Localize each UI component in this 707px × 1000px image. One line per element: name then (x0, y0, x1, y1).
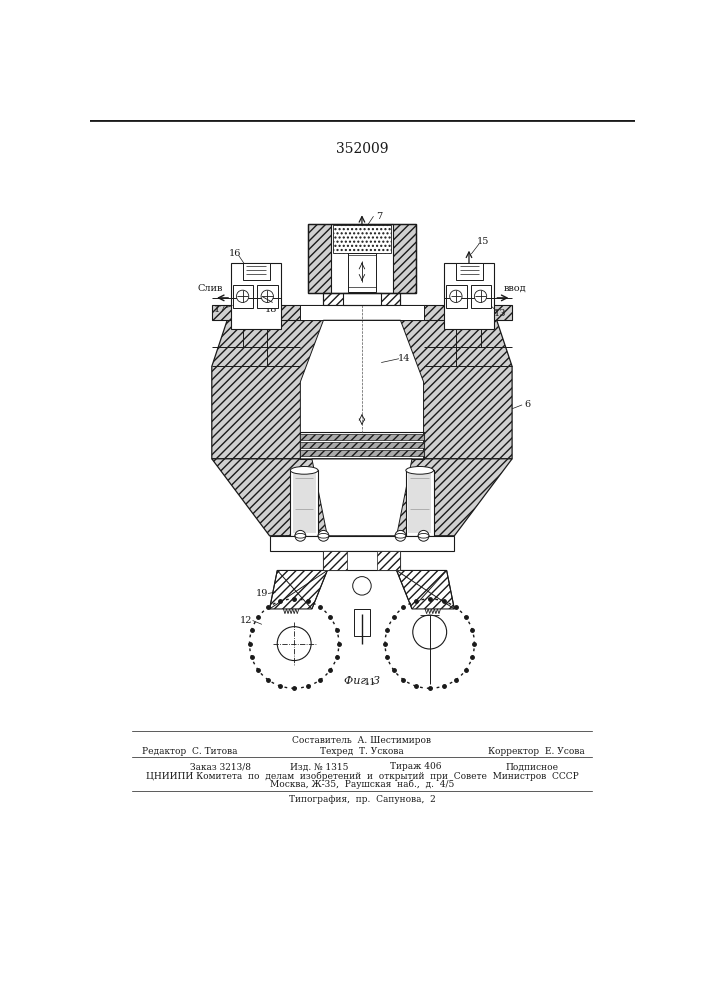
Bar (212, 305, 512, 320)
Text: 17: 17 (214, 305, 226, 314)
Text: Типография,  пр.  Сапунова,  2: Типография, пр. Сапунова, 2 (288, 795, 436, 804)
Text: 13: 13 (493, 309, 506, 318)
Bar (324, 551, 400, 570)
Polygon shape (212, 320, 512, 459)
Text: Фиг. 3: Фиг. 3 (344, 676, 380, 686)
Circle shape (474, 290, 486, 302)
Polygon shape (300, 320, 423, 459)
Polygon shape (397, 570, 455, 609)
Bar (351, 305, 373, 440)
Circle shape (395, 530, 406, 541)
Bar (293, 473, 316, 533)
Bar (444, 263, 494, 329)
Bar (300, 434, 423, 440)
Bar (300, 442, 423, 448)
Polygon shape (269, 570, 327, 609)
Polygon shape (333, 225, 391, 253)
Circle shape (236, 290, 249, 302)
Bar (233, 285, 253, 308)
Text: Подписное: Подписное (506, 762, 559, 771)
Text: 19: 19 (256, 589, 268, 598)
Text: 7: 7 (375, 212, 382, 221)
Text: 6: 6 (525, 400, 530, 409)
Bar (257, 285, 278, 308)
Text: Слив: Слив (198, 284, 223, 293)
Circle shape (418, 530, 429, 541)
Text: Тираж 406: Тираж 406 (390, 762, 442, 771)
Bar (408, 473, 431, 533)
Bar (456, 263, 483, 280)
Text: Корректор  Е. Усова: Корректор Е. Усова (489, 747, 585, 756)
Polygon shape (324, 551, 346, 570)
Text: Москва, Ж-35,  Раушская  наб.,  д.  4/5: Москва, Ж-35, Раушская наб., д. 4/5 (270, 780, 454, 789)
Bar (269, 536, 455, 551)
Ellipse shape (291, 466, 318, 474)
Text: 11: 11 (363, 678, 376, 687)
Bar (348, 253, 376, 292)
Text: Редактор  С. Титова: Редактор С. Титова (143, 747, 238, 756)
Polygon shape (312, 459, 412, 536)
Bar (324, 293, 400, 305)
Text: 15: 15 (477, 237, 489, 246)
Polygon shape (378, 551, 400, 570)
Text: 14: 14 (398, 354, 411, 363)
Bar (446, 285, 467, 308)
Text: Техред  Т. Ускова: Техред Т. Ускова (320, 747, 404, 756)
Ellipse shape (418, 533, 429, 538)
Text: 12: 12 (240, 616, 252, 625)
Circle shape (318, 530, 329, 541)
Text: 20: 20 (279, 535, 291, 544)
Bar (354, 609, 370, 636)
Circle shape (450, 290, 462, 302)
Bar (231, 263, 281, 329)
Ellipse shape (406, 466, 433, 474)
Bar (243, 263, 269, 280)
Bar (300, 432, 423, 459)
Text: Заказ 3213/8: Заказ 3213/8 (190, 762, 251, 771)
Bar (471, 285, 491, 308)
Text: ввод: ввод (503, 284, 526, 293)
Ellipse shape (395, 533, 406, 538)
Bar (343, 293, 381, 305)
Ellipse shape (318, 533, 329, 538)
Text: 18: 18 (265, 305, 277, 314)
Ellipse shape (295, 533, 305, 538)
Circle shape (261, 290, 274, 302)
Polygon shape (212, 459, 512, 536)
Circle shape (295, 530, 305, 541)
Bar (291, 470, 318, 536)
Circle shape (353, 577, 371, 595)
Bar (300, 450, 423, 456)
Bar (300, 305, 423, 320)
Bar (406, 470, 433, 536)
Text: ЦНИИПИ Комитета  по  делам  изобретений  и  открытий  при  Совете  Министров  СС: ЦНИИПИ Комитета по делам изобретений и о… (146, 771, 578, 781)
Bar (324, 293, 400, 305)
Bar (308, 224, 416, 293)
Text: 352009: 352009 (336, 142, 388, 156)
Bar (331, 224, 393, 293)
Text: Изд. № 1315: Изд. № 1315 (291, 762, 349, 771)
Polygon shape (308, 224, 416, 293)
Text: Составитель  А. Шестимиров: Составитель А. Шестимиров (293, 736, 431, 745)
Text: 16: 16 (229, 249, 241, 258)
